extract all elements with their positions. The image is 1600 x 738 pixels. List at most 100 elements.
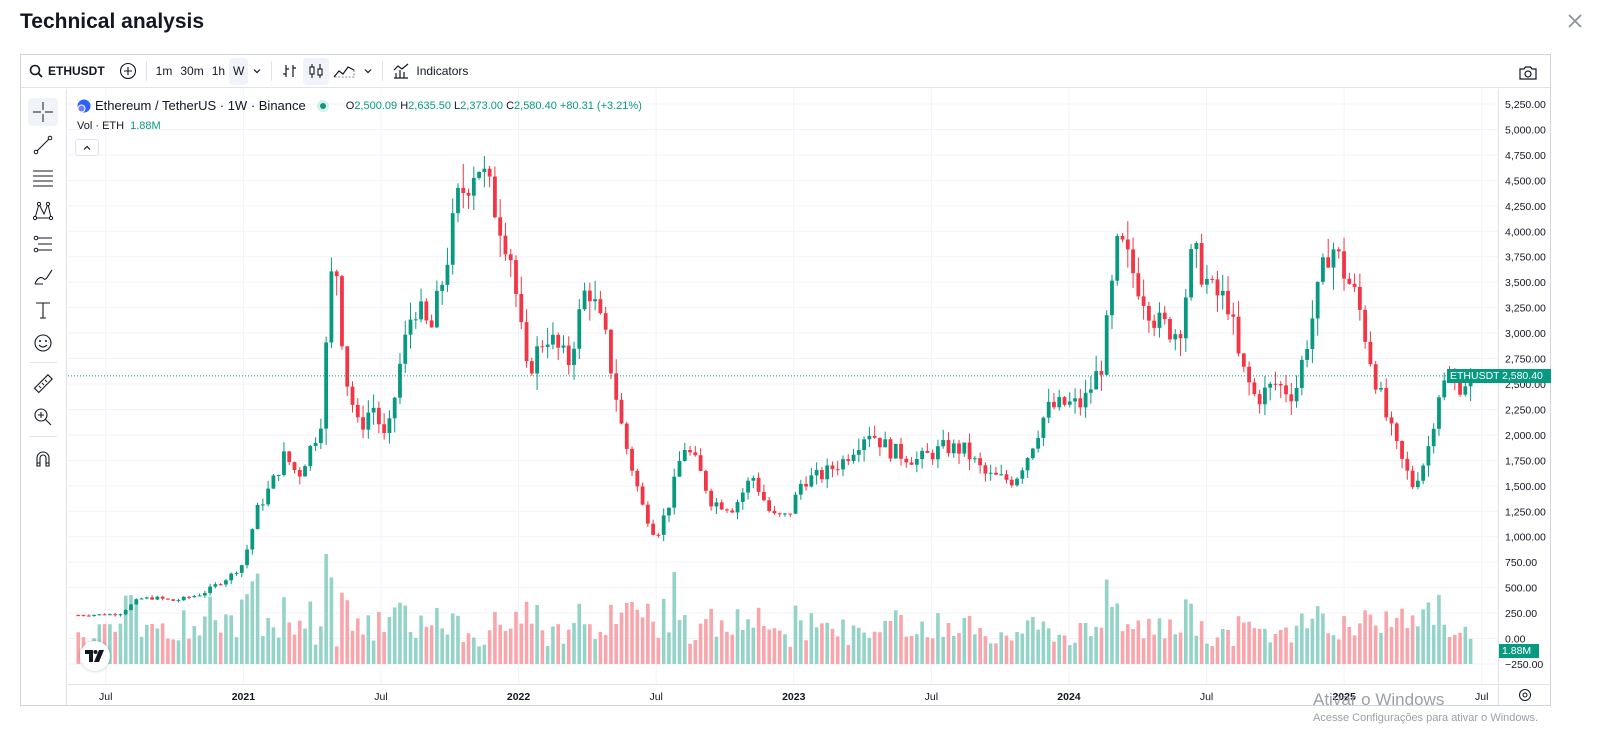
volume-bar [1379, 632, 1383, 664]
time-tick-label: 2021 [232, 691, 256, 703]
candle-body [155, 596, 160, 600]
compare-button[interactable] [115, 58, 141, 85]
volume-label: Vol · ETH [77, 120, 125, 132]
candle-body [382, 424, 387, 434]
volume-bar [651, 621, 655, 664]
candle-body [551, 334, 555, 345]
forecast-tool[interactable] [28, 230, 58, 258]
volume-bar [667, 632, 671, 664]
volume-bar [793, 605, 798, 664]
volume-bar [967, 615, 972, 664]
add-circle-icon [119, 62, 136, 80]
brush-tool[interactable] [28, 263, 58, 291]
series-legend: Ethereum / TetherUS · 1W · Binance O2,50… [77, 98, 642, 113]
volume-bar [1136, 620, 1141, 664]
tradingview-logo[interactable] [80, 641, 110, 671]
candle-body [192, 595, 197, 598]
volume-bar [1437, 594, 1441, 664]
symbol-search-button[interactable]: ETHUSDT [21, 58, 109, 85]
zoom-tool[interactable] [28, 403, 58, 431]
volume-bar [814, 627, 819, 664]
emoji-tool[interactable] [28, 329, 58, 357]
candle-body [482, 168, 487, 172]
volume-bar [487, 630, 492, 664]
indicators-button[interactable]: Indicators [388, 58, 472, 85]
volume-bar [482, 644, 487, 664]
volume-bar [930, 638, 935, 664]
volume-bar [1110, 606, 1114, 664]
volume-bar [1294, 625, 1299, 664]
candle-body [983, 465, 988, 474]
volume-bar [203, 616, 207, 664]
candle-body [493, 176, 497, 218]
chart-type-dropdown-button[interactable] [359, 58, 377, 85]
volume-bar [767, 629, 771, 664]
candle-body [946, 440, 951, 454]
chart-settings-button[interactable] [1498, 684, 1551, 705]
candle-body [1421, 465, 1426, 481]
volume-bar [1115, 603, 1120, 664]
volume-bar [398, 602, 402, 664]
candle-body [925, 450, 930, 453]
interval-30m[interactable]: 30m [180, 64, 204, 78]
candle-body [930, 452, 935, 460]
candle-body [1162, 312, 1167, 320]
candles-style-button[interactable] [303, 57, 330, 85]
volume-bar [329, 577, 334, 664]
volume-bar [609, 604, 613, 664]
close-icon[interactable] [1564, 10, 1586, 32]
candle-body [345, 346, 350, 387]
volume-bar [725, 631, 729, 664]
volume-bar [704, 619, 708, 664]
snapshot-button[interactable] [1514, 59, 1542, 86]
volume-bar [635, 609, 640, 664]
area-style-button[interactable] [329, 58, 359, 85]
price-scale[interactable]: 5,250.00 5,000.00 4,750.00 4,500.00 4,250.00… [1498, 89, 1551, 684]
volume-bar [466, 633, 471, 664]
time-tick-label: Jul [374, 691, 387, 703]
measure-tool[interactable] [28, 370, 58, 398]
candle-body [503, 235, 508, 255]
magnet-tool[interactable] [28, 445, 58, 473]
fib-tool[interactable] [28, 164, 58, 192]
tool-divider [29, 436, 57, 437]
candle-body [814, 470, 819, 476]
pattern-tool[interactable] [28, 197, 58, 225]
volume-bar [614, 623, 619, 664]
time-axis: Jul 2021 Jul 2022 Jul 2023 Jul 2024 Jul 2025 Jul [99, 691, 1488, 703]
volume-bar [350, 630, 355, 664]
volume-bar [208, 596, 212, 664]
candle-body [340, 276, 344, 347]
interval-dropdown-button[interactable] [248, 58, 266, 85]
volume-bar [698, 623, 703, 664]
candle-body [1247, 366, 1252, 383]
volume-bar [1210, 646, 1214, 664]
candle-body [1041, 417, 1046, 438]
candle-body [1347, 278, 1352, 284]
chart-pane[interactable] [68, 89, 1498, 684]
collapse-legend-button[interactable] [75, 139, 99, 156]
ruler-icon [33, 374, 53, 394]
trend-line-tool[interactable] [28, 131, 58, 159]
volume-bar [282, 597, 286, 664]
candle-body [445, 264, 450, 285]
crosshair-tool[interactable] [28, 98, 58, 126]
volume-bar [951, 636, 956, 664]
candle-body [466, 192, 471, 196]
price-tick-label: 1,500.00 [1505, 481, 1546, 493]
time-scale[interactable]: Jul 2021 Jul 2022 Jul 2023 Jul 2024 Jul 2025 Jul [68, 684, 1498, 705]
candle-body [609, 329, 613, 374]
candle-body [661, 515, 666, 535]
interval-w[interactable]: W [229, 57, 249, 85]
volume-bar [1431, 624, 1436, 664]
volume-bar [619, 612, 624, 664]
candle-body [250, 529, 255, 550]
candle-body [1463, 386, 1468, 395]
candle-body [862, 439, 866, 451]
candle-body [129, 604, 133, 611]
interval-1m[interactable]: 1m [155, 64, 173, 78]
text-tool[interactable] [28, 296, 58, 324]
volume-bar [377, 611, 381, 664]
bar-style-button[interactable] [277, 58, 303, 85]
interval-1h[interactable]: 1h [211, 64, 226, 78]
